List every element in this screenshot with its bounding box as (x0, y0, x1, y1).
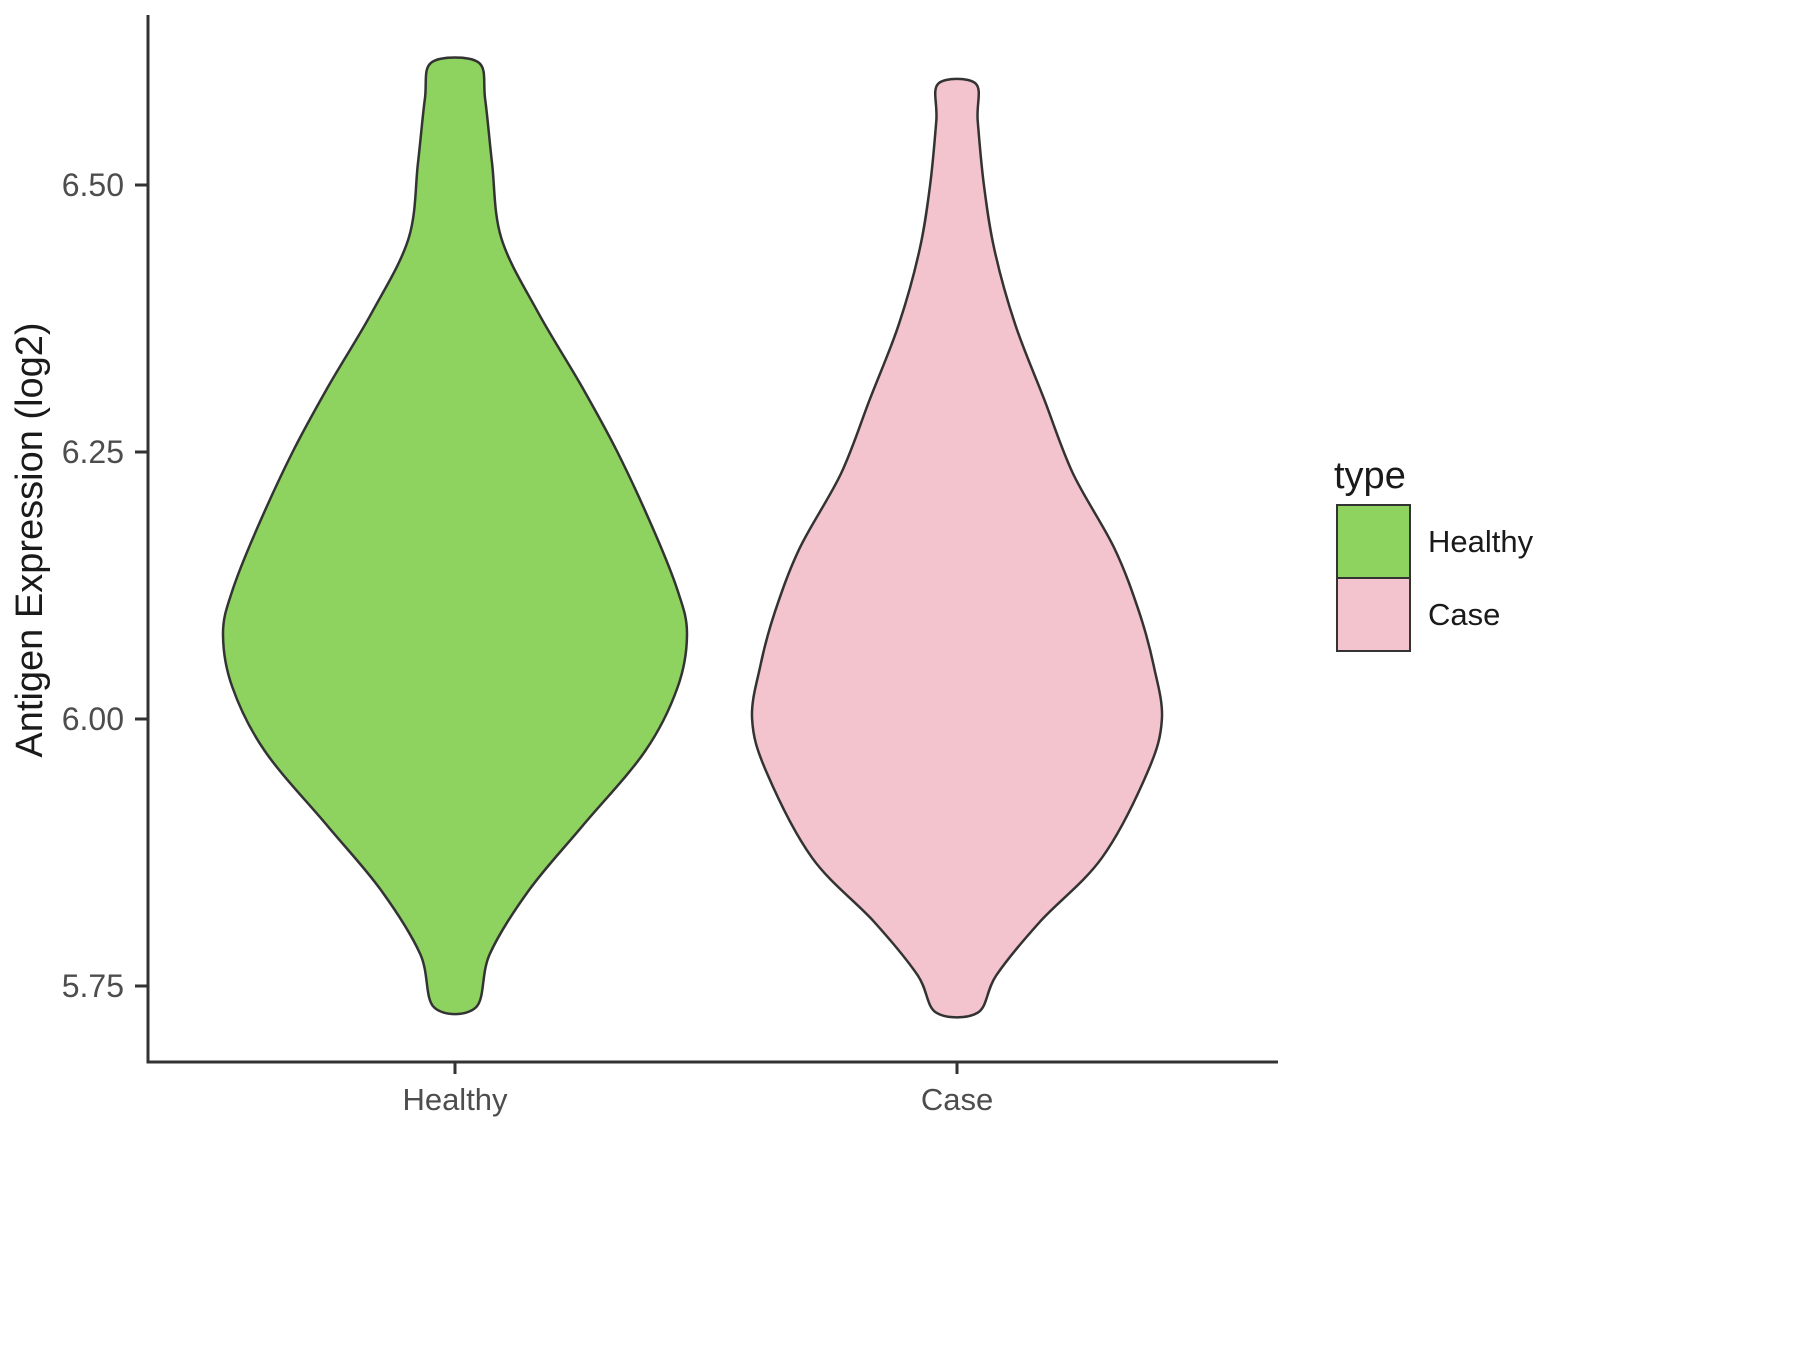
x-category-label-case: Case (921, 1082, 993, 1117)
violins-group (221, 56, 1164, 1019)
legend-entries: Healthy Case (1336, 504, 1534, 652)
legend-key-healthy (1336, 504, 1411, 579)
legend: type Healthy Case (1334, 455, 1534, 652)
y-tick-label: 6.50 (62, 167, 124, 203)
x-category-label-healthy: Healthy (402, 1082, 508, 1117)
y-tick-label: 6.00 (62, 701, 124, 737)
violin-case (750, 77, 1164, 1019)
y-axis-title: Antigen Expression (log2) (9, 322, 51, 757)
legend-label-healthy: Healthy (1428, 524, 1534, 559)
x-axis-category-labels: Healthy Case (402, 1062, 993, 1117)
y-tick-label: 6.25 (62, 434, 124, 470)
legend-title: type (1334, 455, 1406, 497)
y-tick-label: 5.75 (62, 968, 124, 1004)
legend-key-case (1336, 577, 1411, 652)
violin-healthy (221, 56, 689, 1016)
legend-label-case: Case (1428, 597, 1500, 632)
axes-group (146, 15, 1278, 1064)
y-ticks-group: 6.50 6.25 6.00 5.75 (62, 167, 148, 1004)
